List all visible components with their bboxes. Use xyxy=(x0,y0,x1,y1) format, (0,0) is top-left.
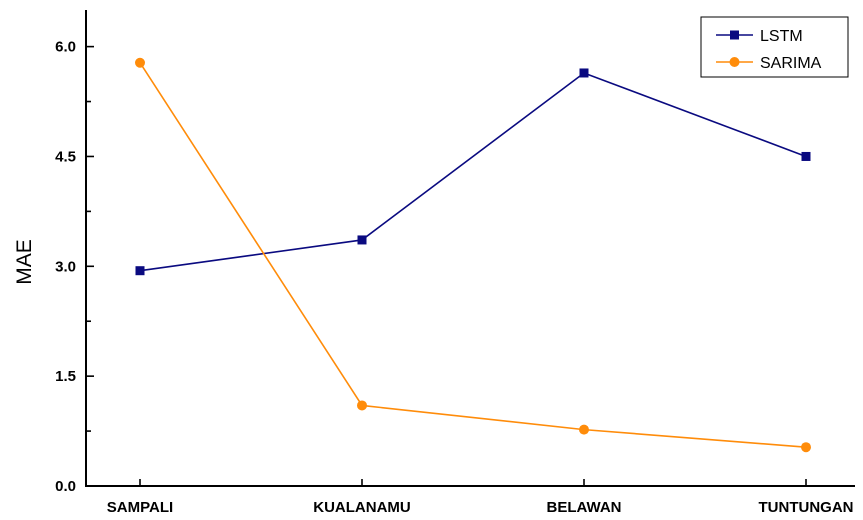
sarima-point xyxy=(579,424,589,435)
lstm-point xyxy=(135,266,145,276)
sarima-point xyxy=(135,57,145,68)
legend-box xyxy=(700,16,849,78)
lstm-point xyxy=(801,151,811,161)
x-axis-ticks: SAMPALI KUALANAMU BELAWAN TUNTUNGAN xyxy=(107,479,854,516)
legend-label: SARIMA xyxy=(760,55,822,72)
chart-legend: LSTM SARIMA xyxy=(700,16,849,78)
sarima-point xyxy=(801,442,811,453)
x-tick-label: SAMPALI xyxy=(107,499,173,516)
legend-swatch-marker xyxy=(729,57,740,67)
legend-label: LSTM xyxy=(760,28,803,45)
y-tick-label: 3.0 xyxy=(55,258,76,275)
y-axis-title: MAE xyxy=(13,239,36,285)
lstm-point xyxy=(579,68,589,78)
lstm-series xyxy=(135,68,811,276)
chart-series xyxy=(135,57,811,453)
y-tick-label: 1.5 xyxy=(55,368,76,385)
y-axis-ticks: 0.0 1.5 3.0 4.5 6.0 xyxy=(55,39,94,495)
legend-item-lstm: LSTM xyxy=(716,28,803,45)
x-tick-label: TUNTUNGAN xyxy=(759,499,854,516)
x-tick-label: KUALANAMU xyxy=(313,499,411,516)
lstm-point xyxy=(357,235,367,245)
lstm-line xyxy=(139,72,807,272)
y-tick-label: 4.5 xyxy=(55,148,76,165)
x-tick-label: BELAWAN xyxy=(547,499,622,516)
legend-swatch-marker xyxy=(730,30,739,40)
y-tick-label: 0.0 xyxy=(55,478,76,495)
legend-item-sarima: SARIMA xyxy=(716,55,822,72)
chart-axes xyxy=(85,10,855,487)
y-tick-label: 6.0 xyxy=(55,39,76,56)
sarima-series xyxy=(135,57,811,453)
sarima-point xyxy=(357,400,367,411)
sarima-line xyxy=(139,62,807,448)
